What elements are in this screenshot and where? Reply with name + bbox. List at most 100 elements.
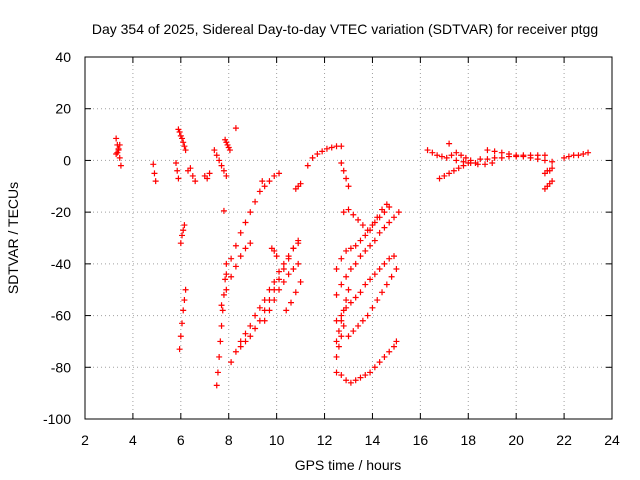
x-tick-label: 24 xyxy=(604,432,620,448)
data-point xyxy=(218,302,225,309)
data-point xyxy=(113,150,120,157)
data-point xyxy=(213,382,220,389)
data-point xyxy=(150,161,157,168)
series-sat-u xyxy=(268,245,280,260)
y-tick-label: 20 xyxy=(55,101,71,117)
series-sat-y xyxy=(338,160,352,190)
data-point xyxy=(247,209,254,216)
data-point xyxy=(297,278,304,285)
data-point xyxy=(371,364,378,371)
data-point xyxy=(371,237,378,244)
data-point xyxy=(276,286,283,293)
data-point xyxy=(292,289,299,296)
y-tick-label: 0 xyxy=(63,152,71,168)
data-point xyxy=(335,343,342,350)
data-point xyxy=(232,348,239,355)
series-sat-l xyxy=(232,125,239,132)
data-point xyxy=(357,253,364,260)
data-point xyxy=(352,294,359,301)
data-point xyxy=(429,149,436,156)
data-point xyxy=(585,149,592,156)
data-point xyxy=(333,369,340,376)
data-point xyxy=(319,148,326,155)
series-sat-c xyxy=(150,161,159,185)
data-point xyxy=(181,222,188,229)
data-point xyxy=(367,242,374,249)
data-point xyxy=(424,147,431,154)
data-point xyxy=(304,162,311,169)
data-point xyxy=(179,232,186,239)
data-point xyxy=(216,157,223,164)
data-point xyxy=(295,240,302,247)
data-point xyxy=(176,128,183,135)
data-point xyxy=(181,297,188,304)
y-tick-label: 40 xyxy=(55,49,71,65)
data-point xyxy=(187,165,194,172)
data-point xyxy=(180,307,187,314)
data-point xyxy=(352,377,359,384)
data-point xyxy=(441,172,448,179)
data-point xyxy=(174,167,181,174)
data-point xyxy=(222,276,229,283)
series-sat-an xyxy=(541,178,556,192)
data-point xyxy=(359,222,366,229)
data-point xyxy=(343,297,350,304)
data-point xyxy=(374,297,381,304)
data-point xyxy=(217,338,224,345)
series-sat-t xyxy=(259,178,266,185)
data-point xyxy=(256,188,263,195)
chart-title: Day 354 of 2025, Sidereal Day-to-day VTE… xyxy=(92,21,598,37)
data-point xyxy=(376,229,383,236)
data-point xyxy=(182,286,189,293)
data-point xyxy=(386,348,393,355)
data-point xyxy=(438,153,445,160)
data-point xyxy=(376,266,383,273)
series-sat-k xyxy=(222,136,233,154)
data-point xyxy=(362,372,369,379)
y-tick-label: -60 xyxy=(51,308,71,324)
data-point xyxy=(391,253,398,260)
data-point xyxy=(151,170,158,177)
data-point xyxy=(177,240,184,247)
data-point xyxy=(367,369,374,376)
series-sat-d xyxy=(175,126,189,154)
data-point xyxy=(176,346,183,353)
data-point xyxy=(448,152,455,159)
data-point xyxy=(271,247,278,254)
data-point xyxy=(182,147,189,154)
data-point xyxy=(359,317,366,324)
data-point xyxy=(276,170,283,177)
series-sat-e xyxy=(173,160,182,182)
data-point xyxy=(467,160,474,167)
data-point xyxy=(376,359,383,366)
series-sat-a xyxy=(113,135,124,169)
data-point xyxy=(352,260,359,267)
data-point xyxy=(453,157,460,164)
data-point xyxy=(393,266,400,273)
data-point xyxy=(347,299,354,306)
data-point xyxy=(266,178,273,185)
data-point xyxy=(513,152,520,159)
data-point xyxy=(343,175,350,182)
series-sat-o xyxy=(223,170,283,278)
data-point xyxy=(204,175,211,182)
x-tick-label: 18 xyxy=(460,432,476,448)
data-point xyxy=(371,271,378,278)
data-point xyxy=(237,338,244,345)
data-point xyxy=(484,147,491,154)
data-point xyxy=(114,149,121,156)
data-point xyxy=(484,156,491,163)
data-point xyxy=(369,304,376,311)
data-point xyxy=(323,145,330,152)
series-sat-ae xyxy=(345,266,400,340)
data-point xyxy=(338,255,345,262)
series-sat-ap xyxy=(561,149,592,161)
data-point xyxy=(352,242,359,249)
data-point xyxy=(189,172,196,179)
data-point xyxy=(314,150,321,157)
data-point xyxy=(491,148,498,155)
data-point xyxy=(376,214,383,221)
series-sat-w xyxy=(292,180,304,192)
data-point xyxy=(179,135,186,142)
x-tick-label: 8 xyxy=(225,432,233,448)
